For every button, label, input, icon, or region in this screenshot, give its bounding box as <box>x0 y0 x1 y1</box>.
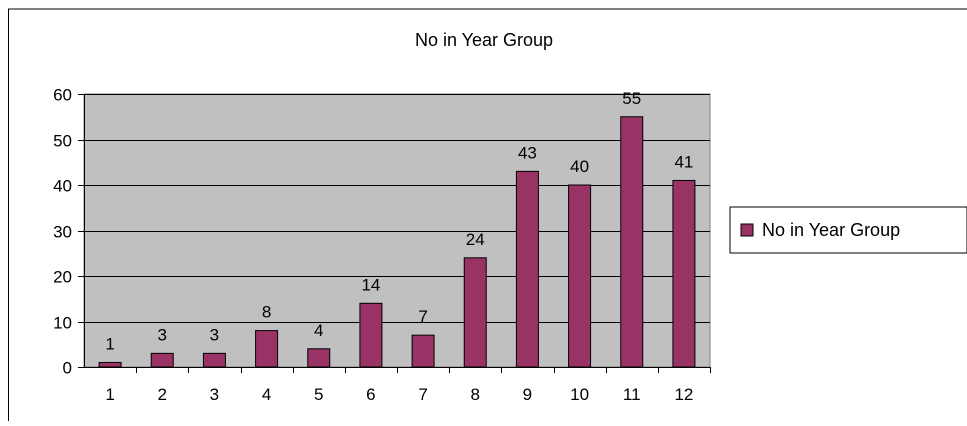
data-label: 1 <box>105 334 114 353</box>
y-tick-label: 0 <box>63 359 72 378</box>
legend-box <box>729 206 967 254</box>
bar <box>202 352 226 368</box>
bar <box>255 330 279 368</box>
bar <box>307 348 331 368</box>
data-label: 55 <box>622 89 641 108</box>
x-tick-label: 4 <box>262 385 271 404</box>
x-tick-label: 3 <box>210 385 219 404</box>
x-tick-label: 11 <box>623 385 641 404</box>
y-tick-label: 20 <box>53 268 72 287</box>
data-label: 7 <box>418 307 427 326</box>
x-tick-label: 12 <box>674 385 693 404</box>
x-tick-label: 10 <box>570 385 589 404</box>
x-tick-label: 9 <box>523 385 532 404</box>
data-label: 4 <box>314 321 323 340</box>
bar <box>411 334 435 368</box>
bar <box>463 257 487 368</box>
x-tick-label: 7 <box>418 385 427 404</box>
x-tick-label: 2 <box>158 385 167 404</box>
x-tick-label: 6 <box>366 385 375 404</box>
data-label: 14 <box>361 275 380 294</box>
bar <box>98 361 122 368</box>
bar <box>150 352 174 368</box>
bar <box>515 170 539 368</box>
y-tick-label: 50 <box>53 132 72 151</box>
bar <box>672 179 696 368</box>
data-label: 8 <box>262 303 271 322</box>
legend-swatch <box>740 223 754 237</box>
data-label: 40 <box>570 157 589 176</box>
x-tick-label: 1 <box>105 385 114 404</box>
chart-title: No in Year Group <box>415 30 553 50</box>
y-tick-label: 10 <box>53 314 72 333</box>
bar <box>359 302 383 368</box>
data-label: 24 <box>466 230 485 249</box>
plot-background <box>83 93 711 368</box>
x-tick-label: 8 <box>471 385 480 404</box>
bar <box>568 184 592 368</box>
y-tick-label: 60 <box>53 86 72 105</box>
data-label: 3 <box>210 325 219 344</box>
data-label: 43 <box>518 143 537 162</box>
y-tick-label: 40 <box>53 177 72 196</box>
x-tick-label: 5 <box>314 385 323 404</box>
data-label: 41 <box>674 152 693 171</box>
legend-label: No in Year Group <box>762 220 900 240</box>
data-label: 3 <box>158 325 167 344</box>
bar <box>620 116 644 368</box>
legend: No in Year Group <box>729 206 967 254</box>
y-tick-label: 30 <box>53 223 72 242</box>
plot-area: 0102030405060113233844514677248439401055… <box>53 86 711 404</box>
